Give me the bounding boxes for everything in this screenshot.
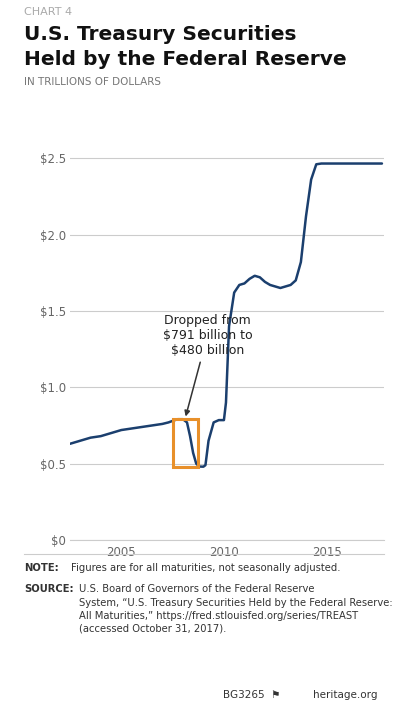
Text: U.S. Board of Governors of the Federal Reserve
System, “U.S. Treasury Securities: U.S. Board of Governors of the Federal R… [79,584,393,634]
Text: Figures are for all maturities, not seasonally adjusted.: Figures are for all maturities, not seas… [71,563,341,573]
Text: BG3265  ⚑: BG3265 ⚑ [223,690,280,700]
Text: Dropped from
$791 billion to
$480 billion: Dropped from $791 billion to $480 billio… [163,314,252,415]
Text: SOURCE:: SOURCE: [24,584,74,594]
Text: Held by the Federal Reserve: Held by the Federal Reserve [24,50,347,69]
Bar [173,419,198,467]
Text: heritage.org: heritage.org [314,690,378,700]
Text: CHART 4: CHART 4 [24,7,72,17]
Text: U.S. Treasury Securities: U.S. Treasury Securities [24,25,296,44]
Text: NOTE:: NOTE: [24,563,59,573]
Text: IN TRILLIONS OF DOLLARS: IN TRILLIONS OF DOLLARS [24,77,161,87]
